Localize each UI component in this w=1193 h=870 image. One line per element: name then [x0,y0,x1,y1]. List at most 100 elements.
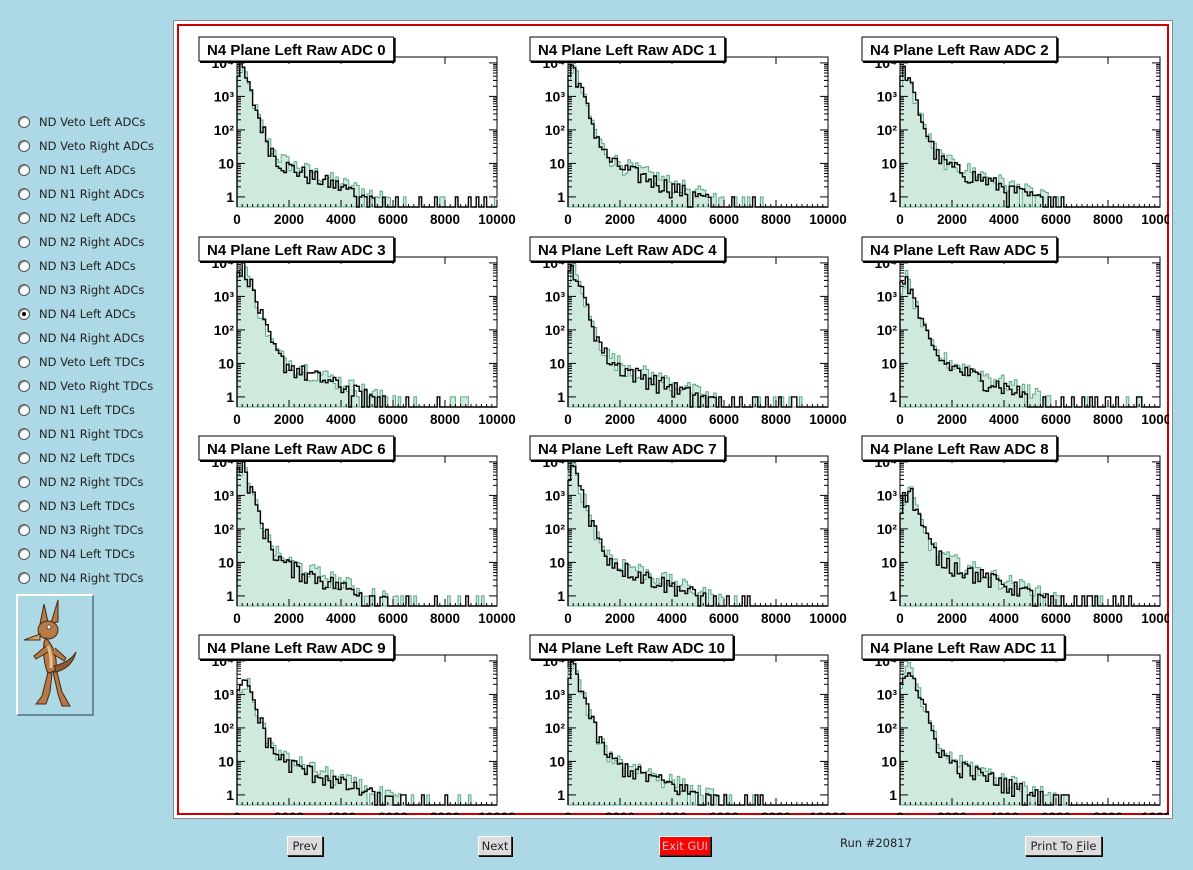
x-tick-label: 2000 [605,611,635,626]
histogram-title: N4 Plane Left Raw ADC 6 [198,435,396,462]
radio-label: ND Veto Left TDCs [39,355,145,369]
x-tick-label: 8000 [1093,611,1123,626]
histogram-title-text: N4 Plane Left Raw ADC 0 [207,42,386,59]
y-tick-label: 10² [214,521,235,537]
radio-button-icon[interactable] [18,548,30,560]
data-histogram [567,661,828,806]
next-button[interactable]: Next [478,836,512,856]
histogram-title: N4 Plane Left Raw ADC 1 [529,36,727,63]
x-tick-label: 2000 [937,212,967,227]
radio-button-icon[interactable] [18,140,30,152]
x-tick-label: 6000 [378,611,408,626]
radio-label: ND N2 Right TDCs [39,475,144,489]
radio-button-icon[interactable] [18,164,30,176]
radio-button-icon[interactable] [18,380,30,392]
print-label-hotkey: F [1076,839,1084,853]
radio-button-icon[interactable] [18,476,30,488]
x-tick-label: 6000 [1041,810,1071,815]
y-tick-label: 10² [545,122,566,138]
radio-item[interactable]: ND N3 Left TDCs [18,496,178,516]
radio-item[interactable]: ND N4 Left TDCs [18,544,178,564]
radio-button-icon[interactable] [18,308,30,320]
x-tick-label: 8000 [430,611,460,626]
radio-item[interactable]: ND N4 Left ADCs [18,304,178,324]
x-tick-label: 4000 [657,212,687,227]
y-tick-label: 1 [889,189,897,205]
x-tick-label: 8000 [1093,810,1123,815]
histogram-title: N4 Plane Left Raw ADC 5 [861,236,1059,263]
radio-button-icon[interactable] [18,332,30,344]
y-tick-label: 1 [226,588,234,604]
radio-button-icon[interactable] [18,260,30,272]
radio-button-icon[interactable] [18,284,30,296]
radio-item[interactable]: ND N2 Left ADCs [18,208,178,228]
radio-item[interactable]: ND Veto Right TDCs [18,376,178,396]
radio-button-icon[interactable] [18,572,30,584]
radio-selected-dot [22,312,26,316]
data-histogram [236,260,497,408]
x-tick-label: 2000 [274,611,304,626]
x-tick-label: 0 [233,810,241,815]
x-tick-label: 10000 [809,412,847,427]
x-tick-label: 10000 [478,611,516,626]
radio-button-icon[interactable] [18,356,30,368]
radio-item[interactable]: ND N3 Left ADCs [18,256,178,276]
data-histogram [567,264,828,408]
x-tick-label: 4000 [989,611,1019,626]
x-tick-label: 8000 [761,412,791,427]
histogram-panel: 11010²10³10⁴0200040006000800010000N4 Pla… [198,36,516,227]
x-tick-label: 8000 [761,611,791,626]
histogram-title-text: N4 Plane Left Raw ADC 2 [870,42,1049,59]
radio-item[interactable]: ND N1 Left ADCs [18,160,178,180]
radio-button-icon[interactable] [18,236,30,248]
radio-item[interactable]: ND N1 Right ADCs [18,184,178,204]
radio-button-icon[interactable] [18,404,30,416]
radio-item[interactable]: ND N2 Left TDCs [18,448,178,468]
histogram-title: N4 Plane Left Raw ADC 0 [198,36,396,63]
radio-item[interactable]: ND N2 Right ADCs [18,232,178,252]
y-tick-label: 10 [881,155,897,171]
radio-item[interactable]: ND Veto Right ADCs [18,136,178,156]
x-tick-label: 2000 [605,212,635,227]
radio-item[interactable]: ND N1 Left TDCs [18,400,178,420]
x-tick-label: 10000 [478,810,516,815]
data-histogram [899,65,1160,208]
radio-label: ND N1 Left TDCs [39,403,135,417]
radio-item[interactable]: ND Veto Left TDCs [18,352,178,372]
histogram-panel: 11010²10³10⁴0200040006000800010000N4 Pla… [861,634,1169,815]
data-histogram [236,460,497,607]
y-tick-label: 10³ [877,288,898,304]
histogram-canvas[interactable]: 11010²10³10⁴0200040006000800010000N4 Pla… [177,24,1169,815]
radio-item[interactable]: ND N3 Right TDCs [18,520,178,540]
x-tick-label: 0 [564,810,572,815]
radio-button-icon[interactable] [18,452,30,464]
histogram-panel: 11010²10³10⁴0200040006000800010000N4 Pla… [198,634,516,815]
radio-label: ND N2 Right ADCs [39,235,145,249]
radio-item[interactable]: ND N4 Right ADCs [18,328,178,348]
y-tick-label: 10 [549,355,565,371]
exit-gui-button[interactable]: Exit GUI [659,836,711,856]
radio-button-icon[interactable] [18,212,30,224]
radio-button-icon[interactable] [18,428,30,440]
x-tick-label: 4000 [989,810,1019,815]
y-tick-label: 1 [226,787,234,803]
radio-label: ND N4 Left ADCs [39,307,136,321]
y-tick-label: 10³ [214,288,235,304]
radio-item[interactable]: ND N3 Right ADCs [18,280,178,300]
radio-button-icon[interactable] [18,500,30,512]
radio-item[interactable]: ND Veto Left ADCs [18,112,178,132]
radio-item[interactable]: ND N1 Right TDCs [18,424,178,444]
prev-button[interactable]: Prev [287,836,323,856]
radio-button-icon[interactable] [18,116,30,128]
histogram-title: N4 Plane Left Raw ADC 7 [529,435,727,462]
radio-label: ND N4 Right ADCs [39,331,145,345]
radio-item[interactable]: ND N4 Right TDCs [18,568,178,588]
mascot-button[interactable] [16,594,94,716]
radio-button-icon[interactable] [18,524,30,536]
y-tick-label: 1 [226,189,234,205]
radio-button-icon[interactable] [18,188,30,200]
x-tick-label: 8000 [430,412,460,427]
radio-item[interactable]: ND N2 Right TDCs [18,472,178,492]
radio-label: ND N3 Left ADCs [39,259,136,273]
